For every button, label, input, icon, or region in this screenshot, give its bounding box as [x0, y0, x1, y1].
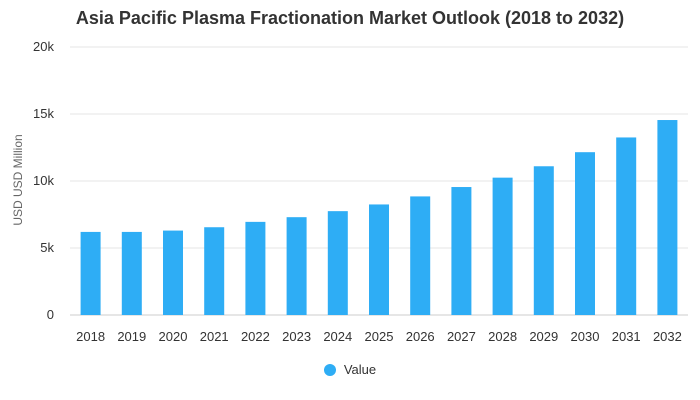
- x-tick-label: 2026: [406, 329, 435, 344]
- legend-label: Value: [343, 362, 377, 377]
- y-tick-label: 10k: [33, 173, 54, 188]
- x-tick-label: 2020: [159, 329, 188, 344]
- bar-2020[interactable]: [163, 230, 183, 315]
- chart-title: Asia Pacific Plasma Fractionation Market…: [75, 8, 625, 28]
- legend[interactable]: Value: [0, 362, 700, 377]
- y-tick-label: 20k: [33, 39, 54, 54]
- bar-2018[interactable]: [80, 231, 101, 315]
- x-tick-label: 2031: [612, 329, 641, 344]
- bar-2028[interactable]: [492, 177, 513, 315]
- x-axis-ticks: 2018 2019 2020 2021 2022 2023 2024 2025 2026 2027…: [76, 329, 682, 344]
- legend-swatch: [323, 363, 336, 376]
- x-tick-label: 2030: [571, 329, 600, 344]
- x-tick-label: 2025: [365, 329, 394, 344]
- x-tick-label: 2028: [488, 329, 517, 344]
- x-tick-label: 2018: [76, 329, 105, 344]
- y-tick-label: 15k: [33, 106, 54, 121]
- bar-2023[interactable]: [286, 217, 307, 315]
- x-tick-label: 2024: [323, 329, 352, 344]
- y-tick-label: 5k: [40, 240, 54, 255]
- y-tick-label: 0: [47, 307, 54, 322]
- bar-2024[interactable]: [327, 211, 348, 315]
- bar-2026[interactable]: [410, 196, 431, 315]
- bar-2030[interactable]: [575, 152, 595, 315]
- bar-2031[interactable]: [616, 137, 637, 315]
- bar-2019[interactable]: [121, 231, 142, 315]
- y-axis-label: USD USD Million: [11, 134, 25, 225]
- y-axis-ticks: 0 5k 10k 15k 20k: [33, 39, 54, 322]
- bars: [80, 120, 678, 315]
- x-tick-label: 2027: [447, 329, 476, 344]
- bar-2021[interactable]: [204, 227, 225, 315]
- x-tick-label: 2022: [241, 329, 270, 344]
- bar-2027[interactable]: [451, 187, 472, 315]
- bar-2022[interactable]: [245, 221, 266, 315]
- x-tick-label: 2019: [117, 329, 146, 344]
- x-tick-label: 2032: [653, 329, 682, 344]
- x-tick-label: 2023: [282, 329, 311, 344]
- bar-2032[interactable]: [657, 120, 678, 315]
- bar-2025[interactable]: [369, 204, 389, 315]
- bar-2029[interactable]: [533, 166, 554, 315]
- x-tick-label: 2029: [529, 329, 558, 344]
- x-tick-label: 2021: [200, 329, 229, 344]
